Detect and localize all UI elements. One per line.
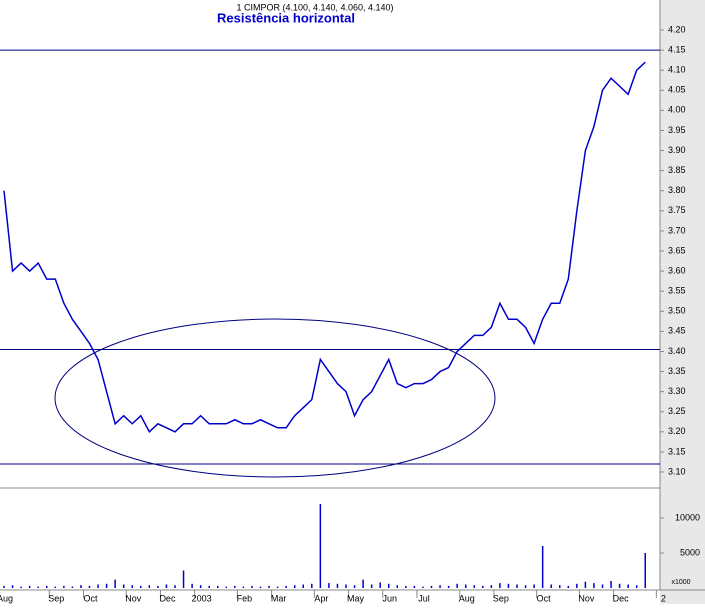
volume-tick-label: 10000 [675,512,700,522]
axis-panel [660,0,705,604]
x-tick-label: Nov [125,593,142,603]
y-tick-label: 4.10 [668,65,686,75]
header: 1 CIMPOR (4.100, 4.140, 4.060, 4.140) [236,2,393,12]
volume-tick-label: 5000 [680,547,700,557]
y-tick-label: 3.50 [668,306,686,316]
x-tick-label: Feb [237,593,253,603]
y-tick-label: 3.80 [668,185,686,195]
y-tick-label: 3.45 [668,326,686,336]
y-tick-label: 3.90 [668,145,686,155]
x-tick-label: Sep [493,593,509,603]
x-tick-label: Mar [271,593,287,603]
x-tick-label: Jul [418,593,430,603]
x-tick-label: Sep [48,593,64,603]
x-tick-label: Aug [459,593,475,603]
x-tick-label: Dec [159,593,176,603]
y-tick-label: 4.15 [668,44,686,54]
y-tick-label: 3.65 [668,245,686,255]
y-tick-label: 3.10 [668,466,686,476]
x-tick-label: Oct [83,593,98,603]
y-tick-label: 3.40 [668,346,686,356]
price-line [3,61,646,434]
x-tick-label: 2 [661,593,666,603]
y-tick-label: 3.30 [668,386,686,396]
y-tick-label: 3.25 [668,406,686,416]
y-tick-label: 3.85 [668,165,686,175]
y-tick-label: 3.70 [668,225,686,235]
x-tick-label: Dec [613,593,630,603]
y-tick-label: 3.55 [668,286,686,296]
volume-unit: x1000 [671,579,690,586]
x-tick-label: 2003 [192,593,212,603]
y-tick-label: 3.60 [668,265,686,275]
chart-title: Resistência horizontal [217,10,355,25]
x-tick-label: Jun [382,593,397,603]
y-tick-label: 3.35 [668,366,686,376]
x-tick-label: Oct [537,593,552,603]
y-tick-label: 4.00 [668,105,686,115]
y-tick-label: 3.20 [668,426,686,436]
ellipse-annotation [54,318,496,478]
x-tick-label: Nov [578,593,595,603]
x-tick-label: Apr [314,593,328,603]
x-tick-label: Aug [0,593,13,603]
y-tick-label: 3.75 [668,205,686,215]
y-tick-label: 4.20 [668,24,686,34]
y-tick-label: 4.05 [668,85,686,95]
y-tick-label: 3.15 [668,446,686,456]
x-tick-label: May [347,593,365,603]
y-tick-label: 3.95 [668,125,686,135]
